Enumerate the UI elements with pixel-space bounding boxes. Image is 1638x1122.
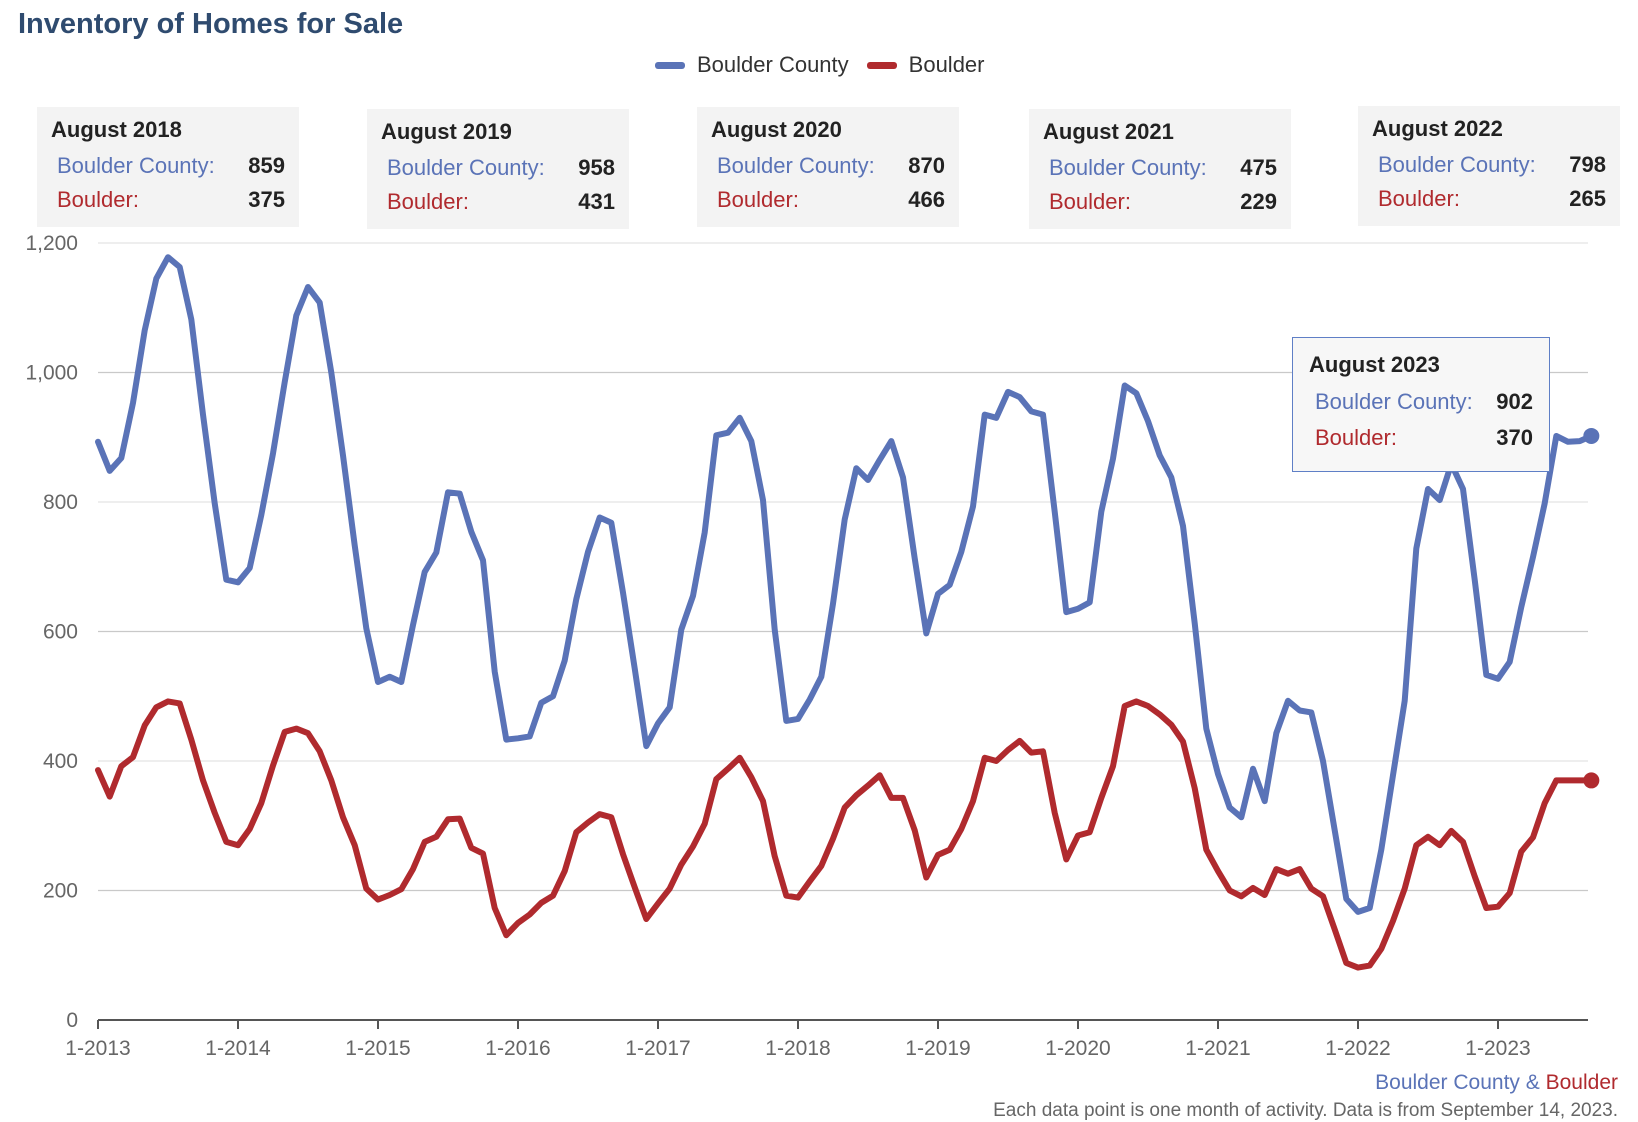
x-tick-label: 1-2018	[765, 1037, 830, 1060]
annotation-title: August 2022	[1372, 116, 1503, 141]
annotation-box-2018: August 2018 Boulder County: 859 Boulder: 3…	[37, 107, 299, 227]
annotation-title: August 2018	[51, 117, 182, 142]
legend-label-boulder: Boulder	[908, 52, 985, 77]
legend-swatch-boulder	[866, 61, 897, 69]
x-tick-label: 1-2023	[1465, 1037, 1530, 1060]
annotation-county-label: Boulder County:	[717, 153, 875, 178]
footnote: Each data point is one month of activity…	[993, 1100, 1618, 1121]
x-tick-label: 1-2013	[65, 1037, 130, 1060]
y-tick-label: 400	[43, 750, 78, 773]
legend-label-boulder-county: Boulder County	[697, 52, 849, 77]
x-tick-label: 1-2016	[485, 1037, 550, 1060]
y-tick-label: 600	[43, 621, 78, 644]
annotation-city-label: Boulder:	[1049, 189, 1131, 214]
annotation-box-2021: August 2021 Boulder County: 475 Boulder: 2…	[1029, 109, 1291, 229]
annotation-city-value: 265	[1569, 186, 1606, 211]
annotation-county-label: Boulder County:	[1049, 155, 1207, 180]
annotation-box-2022: August 2022 Boulder County: 798 Boulder: 2…	[1358, 106, 1620, 226]
y-tick-label: 800	[43, 491, 78, 514]
annotation-county-value: 859	[248, 153, 285, 178]
annotation-city-value: 431	[578, 189, 615, 214]
tooltip-county-value: 902	[1496, 389, 1533, 414]
tooltip-title: August 2023	[1309, 352, 1440, 377]
legend-swatch-boulder-county	[655, 61, 685, 69]
annotation-box-2020: August 2020 Boulder County: 870 Boulder: 4…	[697, 107, 959, 227]
series-line-boulder-county	[95, 254, 1595, 915]
annotation-county-label: Boulder County:	[1378, 152, 1536, 177]
tooltip-city-label: Boulder:	[1315, 425, 1397, 450]
tooltip-county-label: Boulder County:	[1315, 389, 1473, 414]
annotation-county-value: 475	[1240, 155, 1277, 180]
annotation-title: August 2019	[381, 119, 512, 144]
y-tick-label: 1,200	[25, 232, 78, 255]
source-county[interactable]: Boulder County	[1375, 1071, 1520, 1094]
source-city[interactable]: Boulder	[1545, 1071, 1618, 1094]
series-endpoint-boulder	[1583, 772, 1600, 789]
legend-item-boulder[interactable]: Boulder	[866, 52, 985, 78]
x-tick-label: 1-2019	[905, 1037, 970, 1060]
series-endpoint-boulder-county	[1583, 427, 1600, 444]
y-tick-label: 1,000	[25, 362, 78, 385]
y-tick-label: 0	[66, 1009, 78, 1032]
annotation-city-label: Boulder:	[1378, 186, 1460, 211]
annotation-city-label: Boulder:	[57, 187, 139, 212]
annotation-box-2019: August 2019 Boulder County: 958 Boulder: 4…	[367, 109, 629, 229]
x-tick-label: 1-2014	[205, 1037, 271, 1060]
legend: Boulder County Boulder	[655, 52, 1003, 78]
annotation-city-value: 466	[908, 187, 945, 212]
annotation-county-label: Boulder County:	[57, 153, 215, 178]
x-tick-label: 1-2020	[1045, 1037, 1110, 1060]
annotation-city-value: 229	[1240, 189, 1277, 214]
annotation-county-value: 870	[908, 153, 945, 178]
annotation-city-value: 375	[248, 187, 285, 212]
source-amp: &	[1519, 1071, 1546, 1094]
tooltip: August 2023 Boulder County: 902 Boulder: 3…	[1292, 337, 1550, 472]
annotation-county-value: 958	[578, 155, 615, 180]
legend-item-boulder-county[interactable]: Boulder County	[655, 52, 849, 78]
tooltip-city-value: 370	[1496, 425, 1533, 450]
y-tick-label: 200	[43, 880, 78, 903]
x-tick-label: 1-2022	[1325, 1037, 1390, 1060]
series-line-boulder	[95, 698, 1595, 971]
x-tick-label: 1-2015	[345, 1037, 410, 1060]
annotation-county-label: Boulder County:	[387, 155, 545, 180]
annotation-title: August 2021	[1043, 119, 1174, 144]
annotation-title: August 2020	[711, 117, 842, 142]
source-line: Boulder County & Boulder	[1375, 1071, 1618, 1095]
annotation-county-value: 798	[1569, 152, 1606, 177]
annotation-city-label: Boulder:	[717, 187, 799, 212]
x-tick-label: 1-2021	[1185, 1037, 1250, 1060]
chart-title: Inventory of Homes for Sale	[18, 8, 404, 40]
x-tick-label: 1-2017	[625, 1037, 690, 1060]
annotation-city-label: Boulder:	[387, 189, 469, 214]
